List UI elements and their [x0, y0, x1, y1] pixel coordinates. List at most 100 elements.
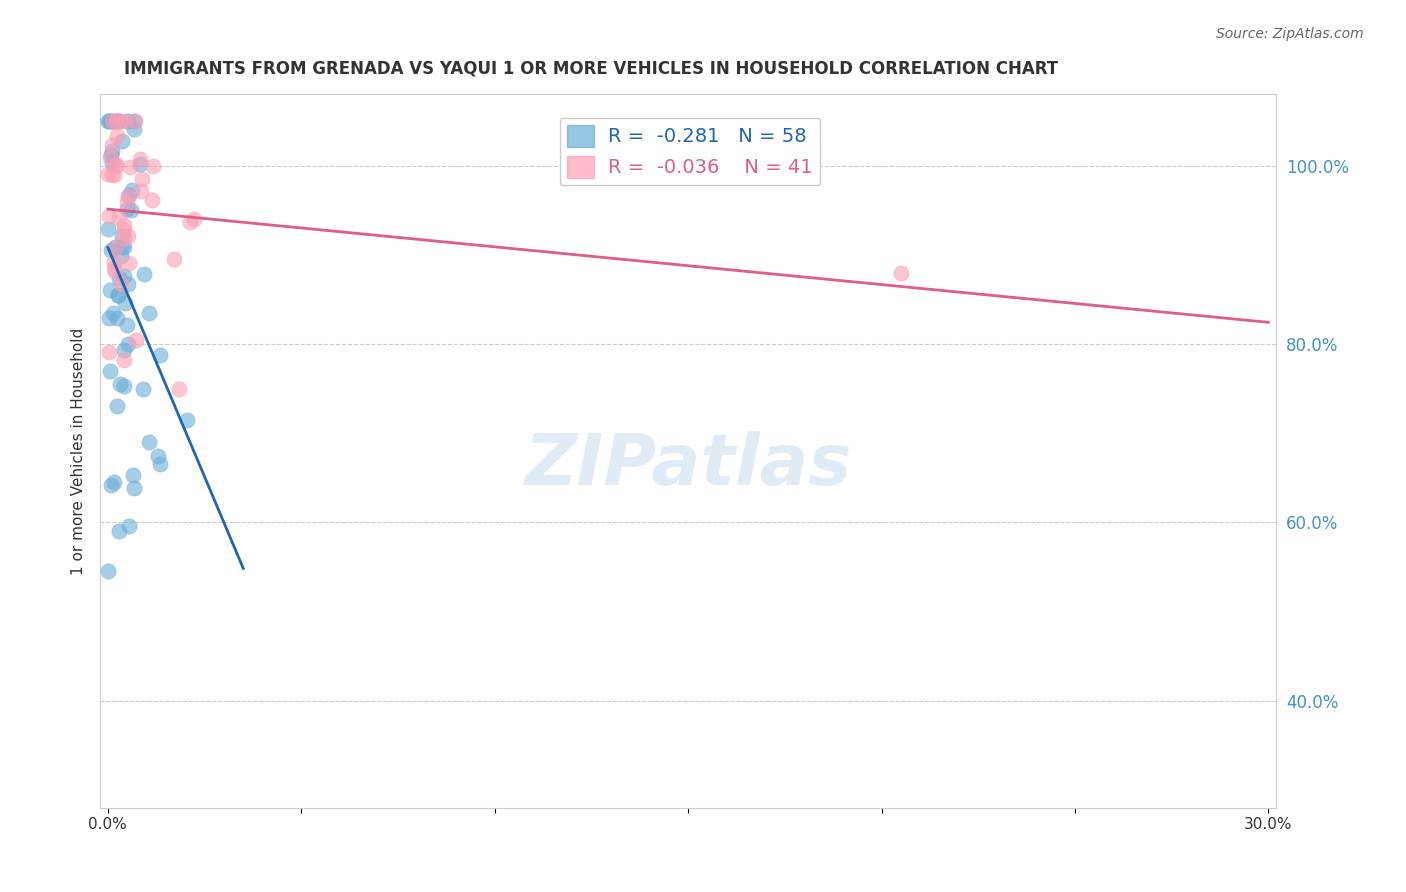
Yaqui — [124, 114, 146, 128]
Immigrants from Grenada — [101, 144, 124, 158]
Immigrants from Grenada — [98, 114, 121, 128]
Yaqui — [142, 159, 165, 173]
Yaqui — [112, 353, 135, 368]
Immigrants from Grenada — [112, 240, 135, 254]
Immigrants from Grenada — [112, 343, 135, 358]
Immigrants from Grenada — [148, 449, 170, 463]
Yaqui — [97, 167, 120, 181]
Immigrants from Grenada — [149, 457, 172, 471]
Yaqui — [118, 161, 141, 175]
Immigrants from Grenada — [100, 478, 122, 492]
Text: ZIPatlas: ZIPatlas — [524, 431, 852, 500]
Immigrants from Grenada — [103, 114, 125, 128]
Yaqui — [105, 129, 128, 144]
Immigrants from Grenada — [97, 222, 120, 236]
Immigrants from Grenada — [117, 277, 139, 291]
Yaqui — [103, 168, 125, 182]
Immigrants from Grenada — [100, 114, 122, 128]
Immigrants from Grenada — [122, 114, 145, 128]
Yaqui — [128, 153, 150, 167]
Yaqui — [97, 209, 120, 223]
Y-axis label: 1 or more Vehicles in Household: 1 or more Vehicles in Household — [72, 327, 86, 574]
Immigrants from Grenada — [107, 114, 129, 128]
Yaqui — [97, 345, 120, 359]
Yaqui — [131, 171, 153, 186]
Yaqui — [103, 255, 125, 269]
Immigrants from Grenada — [132, 382, 155, 396]
Yaqui — [117, 256, 139, 270]
Yaqui — [117, 229, 139, 244]
Immigrants from Grenada — [112, 378, 135, 392]
Yaqui — [108, 211, 131, 226]
Immigrants from Grenada — [105, 311, 128, 326]
Yaqui — [104, 241, 127, 255]
Immigrants from Grenada — [121, 468, 143, 483]
Yaqui — [125, 334, 148, 348]
Immigrants from Grenada — [103, 475, 125, 489]
Yaqui — [183, 212, 205, 227]
Yaqui — [167, 382, 190, 396]
Immigrants from Grenada — [128, 157, 150, 171]
Immigrants from Grenada — [103, 306, 125, 320]
Yaqui — [112, 219, 135, 233]
Immigrants from Grenada — [97, 114, 120, 128]
Yaqui — [105, 114, 128, 128]
Immigrants from Grenada — [111, 229, 134, 244]
Immigrants from Grenada — [107, 114, 129, 128]
Yaqui — [117, 189, 139, 203]
Immigrants from Grenada — [107, 288, 129, 302]
Immigrants from Grenada — [100, 147, 122, 161]
Yaqui — [108, 114, 131, 128]
Immigrants from Grenada — [100, 114, 122, 128]
Immigrants from Grenada — [117, 202, 139, 217]
Immigrants from Grenada — [112, 269, 135, 284]
Immigrants from Grenada — [138, 306, 160, 320]
Yaqui — [131, 184, 153, 198]
Immigrants from Grenada — [97, 311, 120, 326]
Yaqui — [98, 150, 121, 164]
Yaqui — [110, 277, 132, 291]
Immigrants from Grenada — [122, 121, 145, 136]
Immigrants from Grenada — [111, 240, 134, 254]
Immigrants from Grenada — [121, 183, 143, 197]
Yaqui — [114, 114, 136, 128]
Immigrants from Grenada — [122, 481, 145, 495]
Yaqui — [104, 264, 127, 278]
Text: IMMIGRANTS FROM GRENADA VS YAQUI 1 OR MORE VEHICLES IN HOUSEHOLD CORRELATION CHA: IMMIGRANTS FROM GRENADA VS YAQUI 1 OR MO… — [124, 60, 1057, 78]
Yaqui — [112, 231, 135, 245]
Immigrants from Grenada — [98, 364, 121, 378]
Immigrants from Grenada — [132, 267, 155, 281]
Immigrants from Grenada — [138, 435, 160, 450]
Immigrants from Grenada — [118, 187, 141, 202]
Immigrants from Grenada — [107, 288, 129, 302]
Immigrants from Grenada — [117, 114, 139, 128]
Yaqui — [100, 167, 122, 181]
Yaqui — [101, 137, 124, 152]
Immigrants from Grenada — [117, 336, 139, 351]
Immigrants from Grenada — [120, 203, 142, 218]
Immigrants from Grenada — [110, 249, 132, 263]
Immigrants from Grenada — [100, 156, 122, 170]
Yaqui — [141, 193, 163, 207]
Text: Source: ZipAtlas.com: Source: ZipAtlas.com — [1216, 27, 1364, 41]
Yaqui — [179, 215, 201, 229]
Immigrants from Grenada — [100, 243, 122, 257]
Immigrants from Grenada — [108, 270, 131, 285]
Legend: R =  -0.281   N = 58, R =  -0.036    N = 41: R = -0.281 N = 58, R = -0.036 N = 41 — [560, 118, 820, 186]
Immigrants from Grenada — [111, 134, 134, 148]
Yaqui — [112, 223, 135, 237]
Immigrants from Grenada — [176, 412, 198, 426]
Immigrants from Grenada — [100, 283, 122, 297]
Yaqui — [103, 260, 125, 275]
Immigrants from Grenada — [115, 318, 138, 332]
Immigrants from Grenada — [108, 376, 131, 391]
Immigrants from Grenada — [105, 399, 128, 413]
Yaqui — [117, 195, 139, 210]
Yaqui — [163, 252, 186, 266]
Yaqui — [105, 158, 128, 172]
Immigrants from Grenada — [118, 519, 141, 533]
Immigrants from Grenada — [107, 524, 129, 539]
Yaqui — [105, 159, 128, 173]
Immigrants from Grenada — [104, 240, 127, 254]
Immigrants from Grenada — [114, 296, 136, 310]
